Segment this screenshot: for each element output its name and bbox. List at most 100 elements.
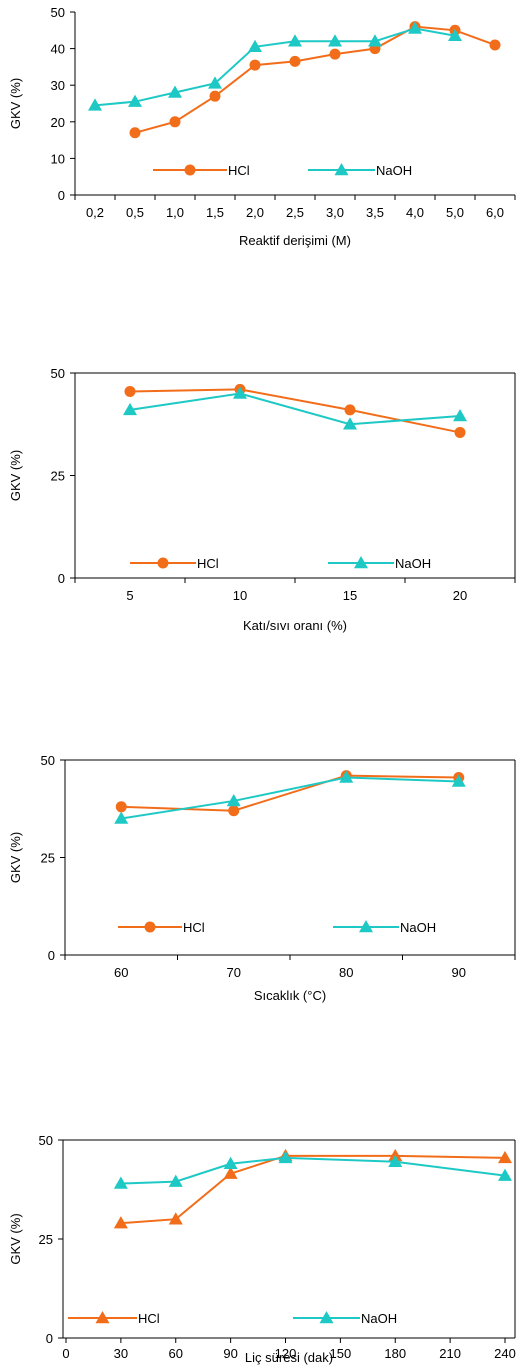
series-line (120, 1156, 506, 1185)
y-axis-label: GKV (%) (8, 78, 23, 129)
x-tick-label: 20 (453, 588, 467, 603)
series-line (120, 1154, 506, 1225)
legend-marker (184, 164, 196, 176)
x-tick-label: 60 (169, 1346, 183, 1361)
chart-1: 0,2 0,5 1,0 1,5 2,0 2,5 3,0 3,5 4,0 5,0 6,0 0 10 20 30… (8, 5, 516, 248)
legend-hcl: HCl (68, 1311, 160, 1326)
x-tick-label: 4,0 (406, 205, 424, 220)
data-point (168, 1212, 183, 1225)
data-point (498, 1168, 512, 1181)
x-tick-label: 210 (439, 1346, 461, 1361)
data-point (208, 76, 222, 89)
x-tick-label: 180 (384, 1346, 406, 1361)
series-hcl (129, 21, 501, 139)
legend-label: NaOH (395, 556, 431, 571)
series-line (94, 27, 456, 107)
data-point (339, 770, 354, 783)
legend-hcl: HCl (118, 920, 205, 935)
legend-label: NaOH (361, 1311, 397, 1326)
y-tick-label: 25 (51, 469, 65, 484)
chart-4: 0 30 60 90 120 150 180 210 240 0 25 50 Liç süresi (d… (8, 1133, 516, 1365)
data-point (368, 34, 382, 47)
chart-2: 5 10 15 20 0 25 50 Katı/sıvı oranı (%) GKV (%) HC… (8, 366, 516, 633)
data-point (329, 48, 341, 60)
data-point (249, 59, 261, 71)
x-tick-label: 120 (275, 1346, 297, 1361)
series-naoh (123, 386, 467, 430)
x-tick-label: 0,5 (126, 205, 144, 220)
y-tick-label: 30 (51, 78, 65, 93)
data-point (113, 1216, 128, 1229)
data-point (114, 811, 129, 824)
x-axis-label: Liç süresi (dak) (245, 1350, 333, 1365)
data-point (288, 34, 302, 47)
data-point (344, 404, 356, 416)
legend-label: HCl (138, 1311, 160, 1326)
x-tick-label: 3,5 (366, 205, 384, 220)
chart-3: 60 70 80 90 0 25 50 Sıcaklık (°C) GKV (%) HCl NaOH (8, 753, 516, 1003)
x-tick-label: 240 (494, 1346, 516, 1361)
y-tick-label: 50 (39, 1133, 53, 1148)
legend-marker (334, 163, 349, 176)
data-point (123, 402, 137, 416)
x-axis-label: Sıcaklık (°C) (254, 988, 326, 1003)
y-tick-label: 10 (51, 151, 65, 166)
data-point (343, 417, 357, 430)
legend-naoh: NaOH (333, 920, 436, 935)
y-tick-label: 20 (51, 115, 65, 130)
data-point (169, 116, 181, 128)
data-point (248, 39, 262, 53)
series-line (134, 25, 496, 134)
series-line (121, 776, 459, 820)
legend-marker (144, 921, 156, 933)
data-point (328, 34, 342, 47)
x-tick-label: 0,2 (86, 205, 104, 220)
x-tick-label: 2,0 (246, 205, 264, 220)
legend-label: HCl (228, 163, 250, 178)
legend-label: HCl (197, 556, 219, 571)
x-tick-label: 10 (233, 588, 247, 603)
legend-naoh: NaOH (293, 1311, 397, 1326)
legend-label: NaOH (376, 163, 412, 178)
legend-naoh: NaOH (328, 556, 431, 571)
legend-label: HCl (183, 920, 205, 935)
data-point (408, 21, 422, 34)
series-line (129, 388, 461, 434)
data-point (289, 55, 301, 67)
series-naoh (113, 1150, 512, 1189)
y-tick-label: 50 (51, 5, 65, 20)
series-naoh (88, 21, 462, 111)
data-point (223, 1166, 238, 1179)
legend-marker (319, 1311, 334, 1324)
x-tick-label: 1,5 (206, 205, 224, 220)
y-tick-label: 40 (51, 42, 65, 57)
x-tick-label: 5 (126, 588, 133, 603)
legend-marker (354, 556, 368, 569)
data-point (168, 1174, 183, 1187)
x-axis-label: Reaktif derişimi (M) (239, 233, 351, 248)
x-tick-label: 6,0 (486, 205, 504, 220)
x-tick-label: 90 (223, 1346, 237, 1361)
data-point (226, 793, 241, 807)
data-point (129, 127, 141, 139)
x-axis-label: Katı/sıvı oranı (%) (243, 618, 347, 633)
data-point (115, 801, 127, 813)
legend-hcl: HCl (153, 163, 250, 178)
y-tick-label: 50 (51, 366, 65, 381)
x-tick-label: 3,0 (326, 205, 344, 220)
data-point (168, 85, 182, 98)
x-tick-label: 90 (452, 965, 466, 980)
y-axis-label: GKV (%) (8, 450, 23, 501)
x-tick-label: 150 (330, 1346, 352, 1361)
data-point (128, 94, 142, 107)
data-point (124, 385, 136, 397)
data-point (278, 1150, 293, 1164)
y-tick-label: 0 (48, 948, 55, 963)
legend-label: NaOH (400, 920, 436, 935)
data-point (113, 1176, 128, 1189)
y-tick-label: 50 (41, 753, 55, 768)
data-point (228, 805, 240, 817)
x-tick-label: 15 (343, 588, 357, 603)
legend-marker (359, 920, 373, 933)
data-point (489, 39, 501, 51)
